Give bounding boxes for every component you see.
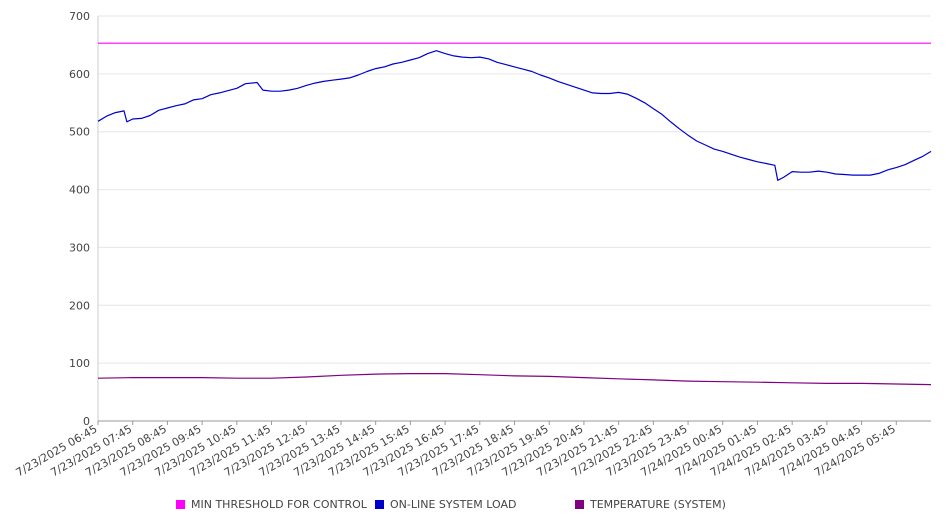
legend-label-threshold: MIN THRESHOLD FOR CONTROL [191,498,367,511]
y-tick-label: 0 [83,415,90,428]
legend-label-system-load: ON-LINE SYSTEM LOAD [390,498,517,511]
series-line-2 [97,373,932,386]
legend: MIN THRESHOLD FOR CONTROL ON-LINE SYSTEM… [0,498,946,514]
legend-swatch-temperature [575,500,584,509]
legend-swatch-threshold [176,500,185,509]
legend-item-system-load: ON-LINE SYSTEM LOAD [375,498,516,511]
legend-item-temperature: TEMPERATURE (SYSTEM) [575,498,726,511]
legend-label-temperature: TEMPERATURE (SYSTEM) [590,498,726,511]
legend-swatch-system-load [375,500,384,509]
y-tick-label: 200 [69,299,90,312]
y-tick-label: 700 [69,10,90,23]
y-tick-label: 400 [69,184,90,197]
y-tick-label: 100 [69,357,90,370]
y-tick-label: 600 [69,68,90,81]
y-tick-label: 300 [69,241,90,254]
series-line-1 [97,50,932,181]
y-tick-label: 500 [69,126,90,139]
legend-item-threshold: MIN THRESHOLD FOR CONTROL [176,498,367,511]
